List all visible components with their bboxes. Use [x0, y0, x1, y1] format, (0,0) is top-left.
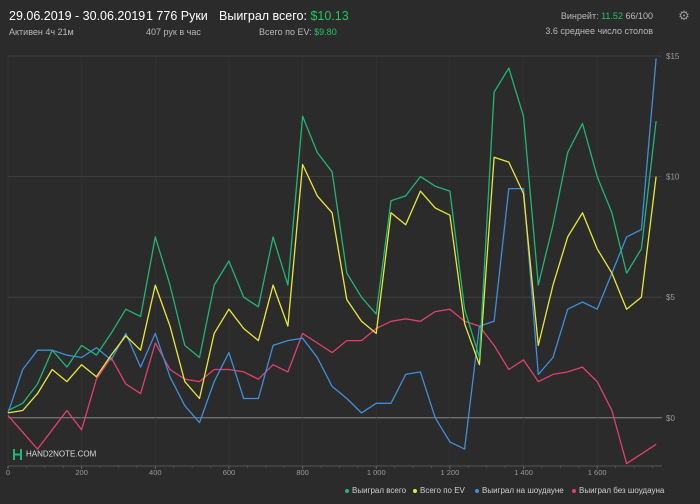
legend-item-no-showdown[interactable]: Выиграл без шоудауна — [572, 486, 664, 495]
y-tick-label: $5 — [666, 293, 675, 302]
x-tick-label: 1 200 — [441, 468, 460, 477]
ev-total-label: Всего по EV: — [259, 27, 312, 37]
won-total-line — [7, 67, 657, 412]
chart-series — [7, 58, 657, 465]
chart-axes: $0 $5 $10 $15 0 200 400 600 800 1 000 1 200 1 400 1 … — [6, 52, 680, 477]
hands-count: 1 776 Руки — [146, 9, 208, 23]
hand2note-logo-icon — [13, 449, 22, 460]
session-dates-block: 29.06.2019 - 30.06.2019 Активен 4ч 21м — [9, 8, 145, 39]
chart-grid — [7, 55, 662, 466]
x-tick-label: 800 — [296, 468, 309, 477]
legend-swatch-showdown — [475, 488, 479, 493]
winrate-value: 11.52 — [601, 11, 623, 21]
legend-label-no-showdown: Выиграл без шоудауна — [579, 486, 665, 495]
legend-label-won: Выиграл всего — [352, 486, 407, 495]
x-tick-label: 400 — [149, 468, 162, 477]
hand2note-logo: HAND2NOTE.COM — [13, 449, 96, 460]
won-total-label: Выиграл всего: — [219, 9, 307, 23]
legend-label-showdown: Выиграл на шоудауне — [482, 486, 564, 495]
won-total-value: $10.13 — [310, 9, 349, 23]
legend-item-ev[interactable]: Всего по EV — [413, 486, 465, 495]
winrate-block: Винрейт: 11.52 66/100 3.6 среднее число … — [520, 8, 653, 38]
legend-item-showdown[interactable]: Выиграл на шоудауне — [475, 486, 564, 495]
hands-per-hour: 407 рук в час — [146, 27, 201, 37]
legend-swatch-won — [345, 488, 349, 493]
legend-label-ev: Всего по EV — [420, 486, 465, 495]
header-bar: 29.06.2019 - 30.06.2019 Активен 4ч 21м 1… — [0, 0, 700, 44]
no-showdown-line — [7, 308, 657, 465]
date-range: 29.06.2019 - 30.06.2019 — [9, 9, 146, 23]
average-tables: 3.6 среднее число столов — [545, 26, 653, 36]
winrate-label: Винрейт: — [560, 11, 599, 21]
chart-legend: Выиграл всего Всего по EV Выиграл на шоу… — [0, 486, 700, 500]
y-tick-label: $10 — [666, 173, 680, 182]
gear-icon[interactable]: ⚙ — [678, 8, 690, 23]
totals-block: Выиграл всего: $10.13 Всего по EV: $9.80 — [219, 8, 349, 39]
legend-swatch-no-showdown — [572, 488, 576, 493]
x-tick-label: 1 400 — [514, 468, 533, 477]
x-tick-label: 1 000 — [367, 468, 386, 477]
ev-total-value: $9.80 — [314, 27, 337, 37]
legend-item-won[interactable]: Выиграл всего — [345, 486, 406, 495]
x-tick-label: 1 600 — [588, 468, 607, 477]
ev-total-line — [7, 156, 657, 414]
winrate-ratio: 66/100 — [625, 11, 653, 21]
y-tick-label: $0 — [666, 414, 675, 423]
hands-block: 1 776 Руки 407 рук в час — [146, 8, 208, 39]
x-tick-label: 200 — [75, 468, 88, 477]
active-time: Активен 4ч 21м — [9, 27, 74, 37]
y-tick-label: $15 — [666, 52, 680, 61]
legend-swatch-ev — [413, 488, 417, 493]
logo-text: HAND2NOTE.COM — [26, 449, 97, 459]
showdown-line — [7, 58, 657, 450]
x-tick-label: 600 — [223, 468, 236, 477]
x-tick-label: 0 — [6, 468, 10, 477]
